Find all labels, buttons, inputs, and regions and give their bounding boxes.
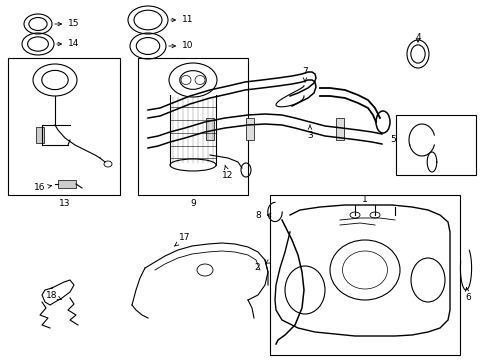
Text: 4: 4 — [414, 33, 420, 42]
Text: 18: 18 — [46, 291, 61, 300]
Bar — [395, 115, 475, 175]
Bar — [335, 118, 343, 140]
Text: 10: 10 — [168, 41, 193, 50]
Bar — [269, 195, 459, 355]
Bar — [138, 58, 247, 195]
Text: 2: 2 — [254, 260, 269, 273]
Text: 17: 17 — [174, 234, 190, 246]
Text: 6: 6 — [464, 288, 470, 302]
Text: 16: 16 — [34, 184, 51, 193]
Bar — [245, 118, 253, 140]
Text: 7: 7 — [302, 68, 307, 82]
Text: 1: 1 — [362, 195, 367, 204]
Text: 15: 15 — [55, 19, 80, 28]
Bar — [36, 127, 44, 143]
Bar — [8, 58, 120, 195]
Text: 3: 3 — [306, 125, 312, 139]
Text: 5: 5 — [389, 135, 395, 144]
Text: 9: 9 — [190, 198, 196, 207]
Text: 8: 8 — [255, 211, 270, 220]
Text: 13: 13 — [59, 198, 71, 207]
Text: 14: 14 — [57, 40, 79, 49]
Bar — [58, 180, 76, 188]
Text: 11: 11 — [170, 15, 193, 24]
Text: 12: 12 — [222, 165, 233, 180]
Bar — [205, 118, 214, 140]
